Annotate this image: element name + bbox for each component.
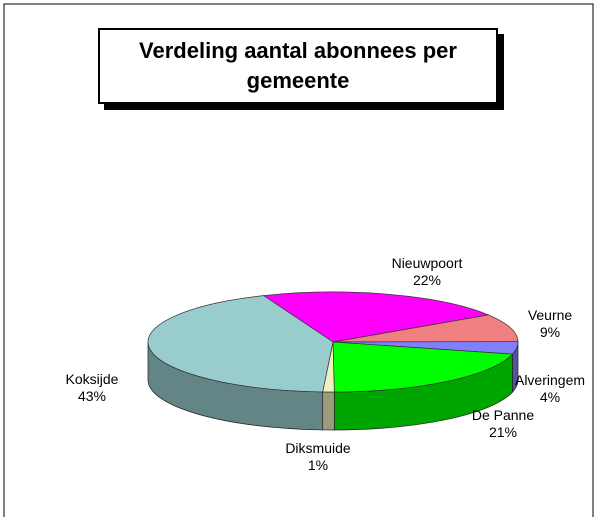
slice-label: Diksmuide <box>285 440 351 456</box>
slice-value-label: 1% <box>308 457 328 473</box>
slice-label: Nieuwpoort <box>392 255 463 271</box>
chart-title: Verdeling aantal abonnees per gemeente <box>98 28 498 104</box>
slice-value-label: 9% <box>540 324 560 340</box>
slice-value-label: 43% <box>78 388 106 404</box>
slice-label: Alveringem <box>515 372 585 388</box>
slice-label: Veurne <box>528 307 573 323</box>
slice <box>332 341 514 393</box>
slice-label: De Panne <box>472 407 534 423</box>
slice-value-label: 4% <box>540 389 560 405</box>
slice-side <box>322 391 335 431</box>
slice <box>147 295 334 393</box>
slice-label: Koksijde <box>66 371 119 387</box>
slice <box>262 291 490 343</box>
slice <box>332 314 519 343</box>
slice-value-label: 22% <box>413 272 441 288</box>
slice-value-label: 21% <box>489 424 517 440</box>
